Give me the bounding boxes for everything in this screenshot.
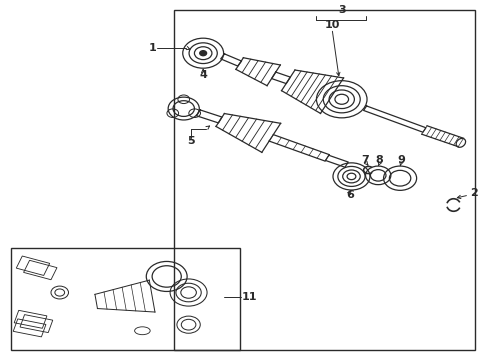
Bar	[11, 248, 239, 350]
Text: 7: 7	[361, 156, 368, 165]
Text: 2: 2	[469, 188, 477, 198]
Bar	[20, 315, 53, 333]
Circle shape	[200, 51, 206, 56]
Bar	[16, 256, 50, 275]
Text: 3: 3	[337, 5, 345, 15]
Text: 6: 6	[346, 190, 354, 200]
Bar	[174, 10, 474, 350]
Text: 11: 11	[242, 292, 257, 302]
Text: 5: 5	[187, 136, 194, 146]
Text: 4: 4	[199, 69, 207, 80]
Text: 10: 10	[324, 19, 339, 30]
Text: 8: 8	[375, 156, 383, 165]
Bar	[23, 260, 57, 280]
Text: 9: 9	[396, 156, 404, 165]
Text: 1: 1	[148, 43, 156, 53]
Bar	[14, 310, 47, 328]
Bar	[13, 319, 46, 337]
